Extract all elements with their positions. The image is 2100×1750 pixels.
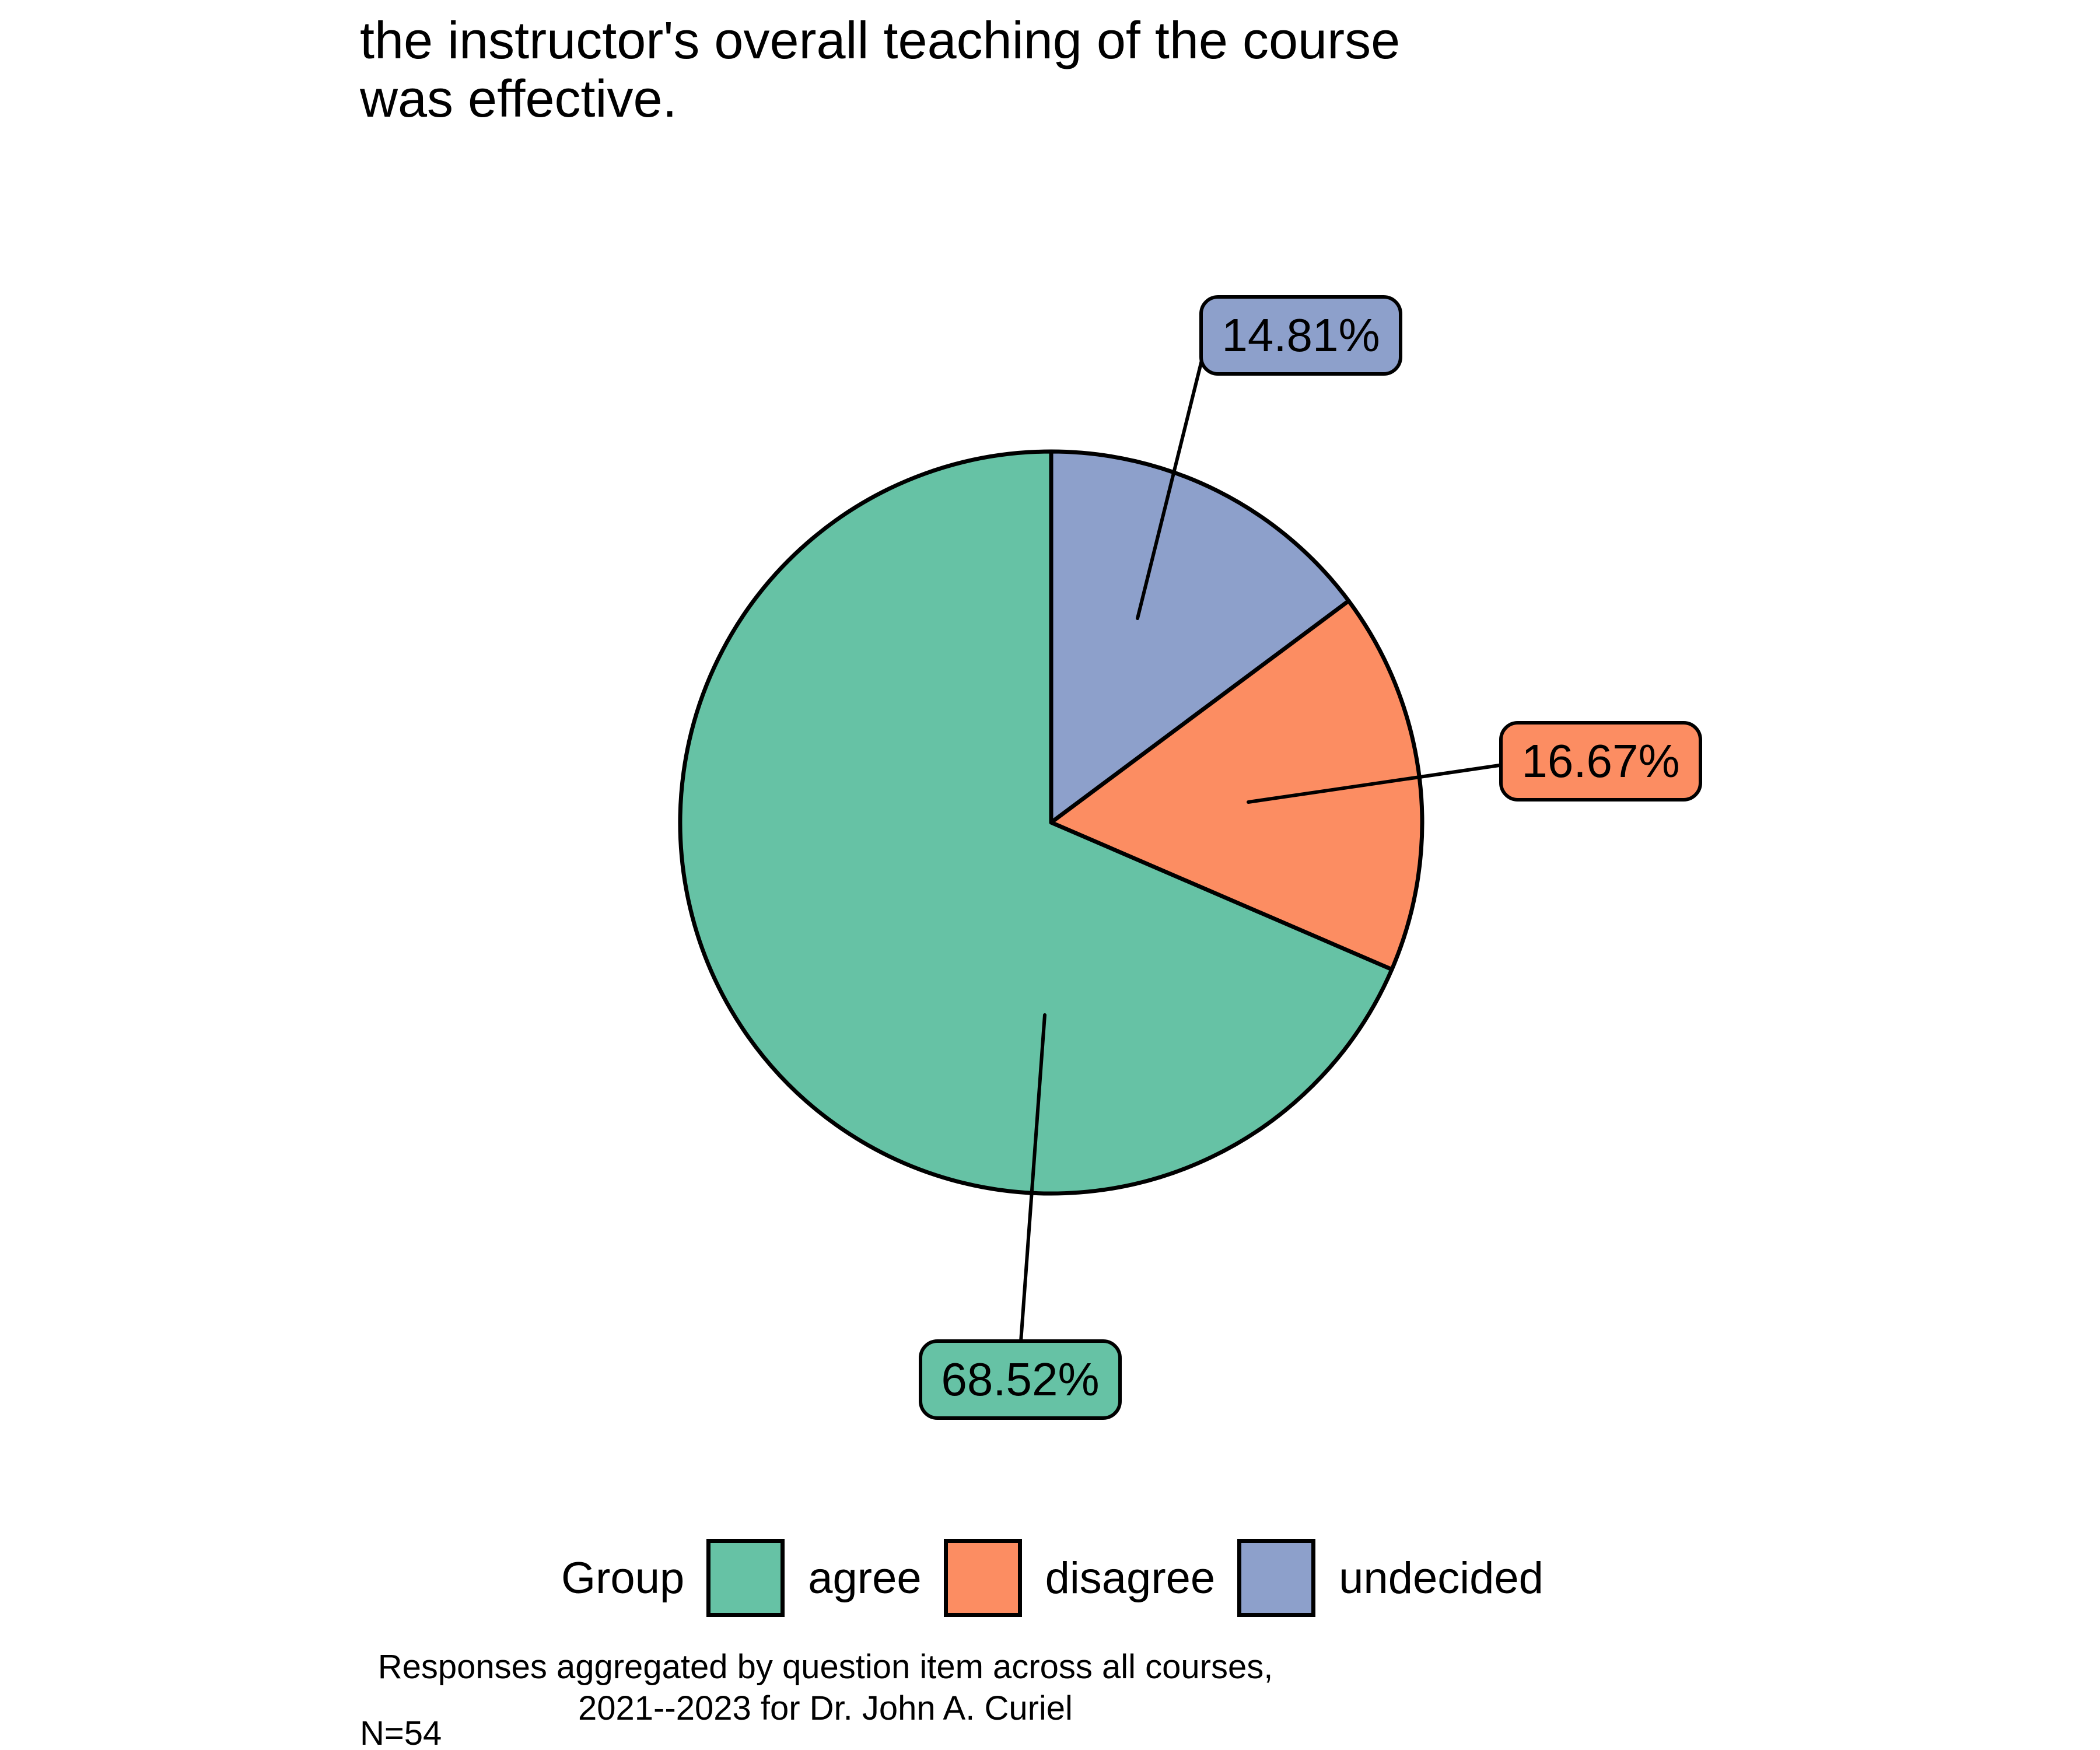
legend-title: Group xyxy=(561,1553,685,1603)
leader-line-undecided xyxy=(1136,354,1205,620)
legend: Group agree disagree undecided xyxy=(561,1535,1544,1620)
pie-slice-undecided xyxy=(1049,449,1351,825)
legend-label-undecided: undecided xyxy=(1339,1553,1544,1603)
legend-item-undecided: undecided xyxy=(1237,1539,1544,1617)
chart-title-line-1: the instructor's overall teaching of the… xyxy=(360,12,1401,70)
caption-line-2: 2021--2023 for Dr. John A. Curiel xyxy=(578,1689,1073,1727)
slice-label-undecided-text: 14.81% xyxy=(1222,309,1380,361)
slice-label-agree: 68.52% xyxy=(919,1339,1122,1420)
sample-size-note: N=54 xyxy=(360,1714,442,1750)
legend-item-disagree: disagree xyxy=(943,1539,1216,1617)
chart-title-line-2: was effective. xyxy=(360,70,677,128)
leader-line-agree xyxy=(1019,1013,1046,1343)
legend-item-agree: agree xyxy=(706,1539,922,1617)
legend-swatch-disagree xyxy=(943,1539,1022,1617)
caption-line-1: Responses aggregated by question item ac… xyxy=(377,1648,1273,1686)
slice-label-disagree-text: 16.67% xyxy=(1521,735,1680,787)
legend-label-disagree: disagree xyxy=(1045,1553,1216,1603)
legend-swatch-undecided xyxy=(1237,1539,1316,1617)
slice-label-disagree: 16.67% xyxy=(1499,721,1702,802)
slice-label-agree-text: 68.52% xyxy=(941,1353,1100,1405)
caption: Responses aggregated by question item ac… xyxy=(146,1646,1505,1729)
pie-slice-agree xyxy=(678,449,1394,1196)
slice-label-undecided: 14.81% xyxy=(1199,295,1402,376)
chart-title: the instructor's overall teaching of the… xyxy=(360,12,1400,128)
pie-slice-disagree xyxy=(1049,598,1424,972)
leader-line-disagree xyxy=(1247,762,1509,804)
legend-label-agree: agree xyxy=(808,1553,922,1603)
legend-swatch-agree xyxy=(706,1539,785,1617)
